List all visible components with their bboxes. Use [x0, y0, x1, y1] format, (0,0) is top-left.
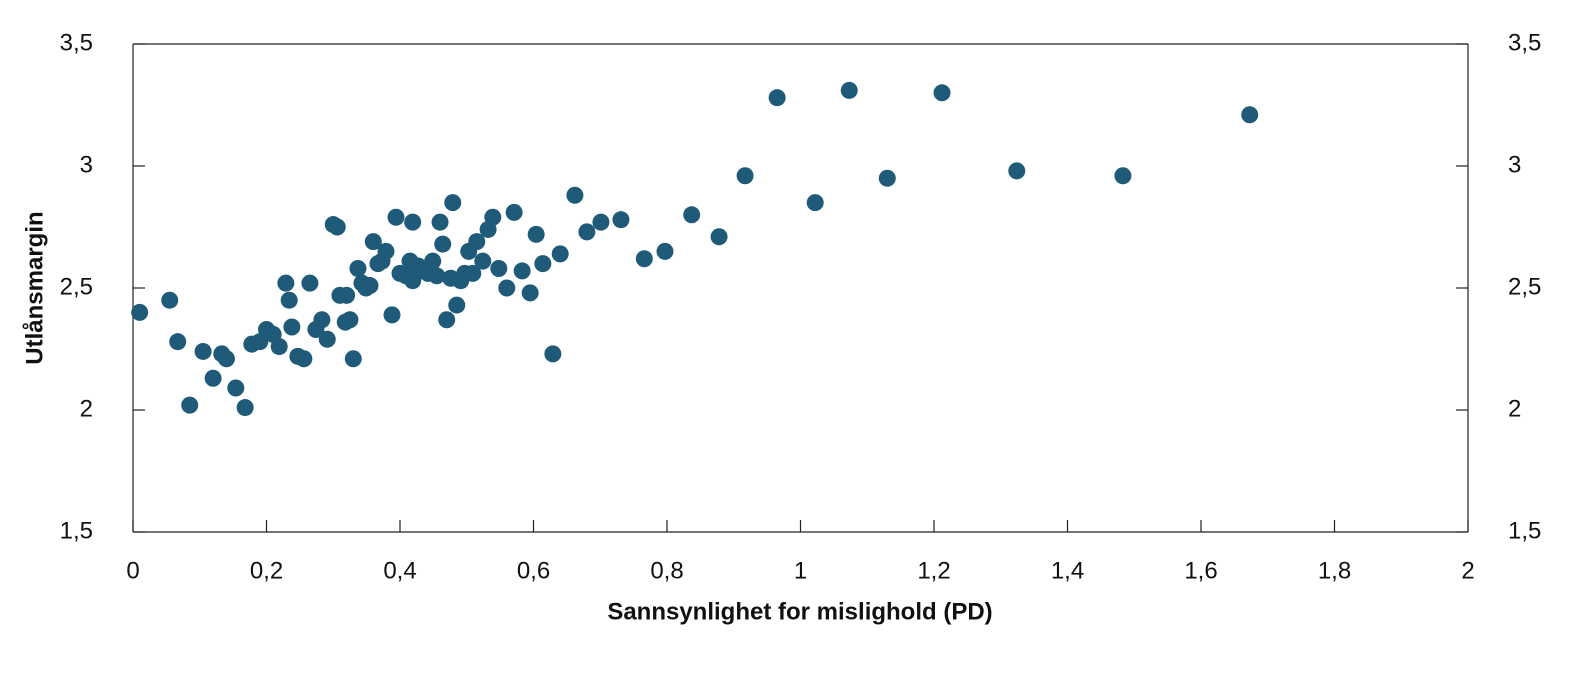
x-tick-label: 1,4: [1051, 557, 1084, 584]
scatter-point: [592, 213, 610, 231]
scatter-point: [490, 259, 508, 277]
x-tick-label: 1,6: [1184, 557, 1217, 584]
scatter-point: [364, 233, 382, 251]
scatter-point: [328, 218, 346, 236]
scatter-point: [474, 252, 492, 270]
scatter-point: [431, 213, 449, 231]
x-tick-label: 0,4: [383, 557, 416, 584]
scatter-point: [578, 223, 596, 241]
x-axis-title: Sannsynlighet for mislighold (PD): [607, 598, 992, 625]
scatter-point: [544, 345, 562, 363]
scatter-point: [768, 89, 786, 107]
scatter-point: [513, 262, 531, 280]
scatter-point: [683, 206, 701, 224]
x-tick-label: 2: [1461, 557, 1474, 584]
scatter-point: [313, 311, 331, 329]
y2-tick-label: 3: [1508, 151, 1521, 178]
scatter-point: [169, 333, 187, 351]
x-tick-label: 0,6: [517, 557, 550, 584]
y-tick-label: 3: [80, 151, 93, 178]
scatter-point: [131, 303, 149, 321]
scatter-point: [505, 203, 523, 221]
y-tick-label: 3,5: [60, 29, 93, 56]
scatter-point: [710, 228, 728, 246]
scatter-point: [217, 350, 235, 368]
scatter-point: [204, 369, 222, 387]
scatter-point: [295, 350, 313, 368]
scatter-point: [534, 255, 552, 273]
scatter-point: [1008, 162, 1026, 180]
scatter-point: [736, 167, 754, 185]
scatter-point: [1241, 106, 1259, 124]
scatter-point: [484, 208, 502, 226]
scatter-point: [338, 286, 356, 304]
scatter-point: [236, 399, 254, 417]
scatter-point: [280, 291, 298, 309]
scatter-point: [521, 284, 539, 302]
scatter-point: [444, 194, 462, 212]
x-tick-label: 0,8: [650, 557, 683, 584]
x-tick-label: 0: [126, 557, 139, 584]
scatter-point: [878, 169, 896, 187]
scatter-point: [434, 235, 452, 253]
scatter-point: [277, 274, 295, 292]
y-tick-label: 2,5: [60, 273, 93, 300]
y2-tick-label: 3,5: [1508, 29, 1541, 56]
scatter-point: [283, 318, 301, 336]
y-axis-title: Utlånsmargin: [21, 211, 48, 364]
x-tick-label: 1,2: [917, 557, 950, 584]
scatter-point: [933, 84, 951, 102]
scatter-point: [227, 379, 245, 397]
scatter-point: [361, 277, 379, 295]
scatter-point: [270, 338, 288, 356]
scatter-point: [468, 233, 486, 251]
y-tick-label: 1,5: [60, 517, 93, 544]
scatter-point: [344, 350, 362, 368]
scatter-point: [806, 194, 824, 212]
scatter-point: [318, 330, 336, 348]
scatter-point: [424, 252, 442, 270]
scatter-point: [448, 296, 466, 314]
scatter-point: [498, 279, 516, 297]
scatter-point: [387, 208, 405, 226]
y2-tick-label: 2: [1508, 395, 1521, 422]
y2-tick-label: 2,5: [1508, 273, 1541, 300]
scatter-point: [527, 225, 545, 243]
scatter-point: [404, 213, 422, 231]
scatter-point: [635, 250, 653, 268]
scatter-point: [656, 242, 674, 260]
scatter-point: [349, 259, 367, 277]
y2-tick-label: 1,5: [1508, 517, 1541, 544]
x-tick-label: 1: [794, 557, 807, 584]
y-tick-label: 2: [80, 395, 93, 422]
scatter-point: [464, 264, 482, 282]
scatter-point: [341, 311, 359, 329]
scatter-point: [301, 274, 319, 292]
scatter-point: [1114, 167, 1132, 185]
scatter-point: [383, 306, 401, 324]
scatter-point: [438, 311, 456, 329]
x-tick-label: 1,8: [1318, 557, 1351, 584]
scatter-point: [161, 291, 179, 309]
scatter-point: [181, 396, 199, 414]
scatter-point: [194, 342, 212, 360]
scatter-point: [566, 186, 584, 204]
scatter-point: [377, 242, 395, 260]
x-tick-label: 0,2: [250, 557, 283, 584]
scatter-point: [551, 245, 569, 263]
scatter-point: [840, 81, 858, 99]
scatter-point: [428, 267, 446, 285]
scatter-point: [612, 211, 630, 229]
